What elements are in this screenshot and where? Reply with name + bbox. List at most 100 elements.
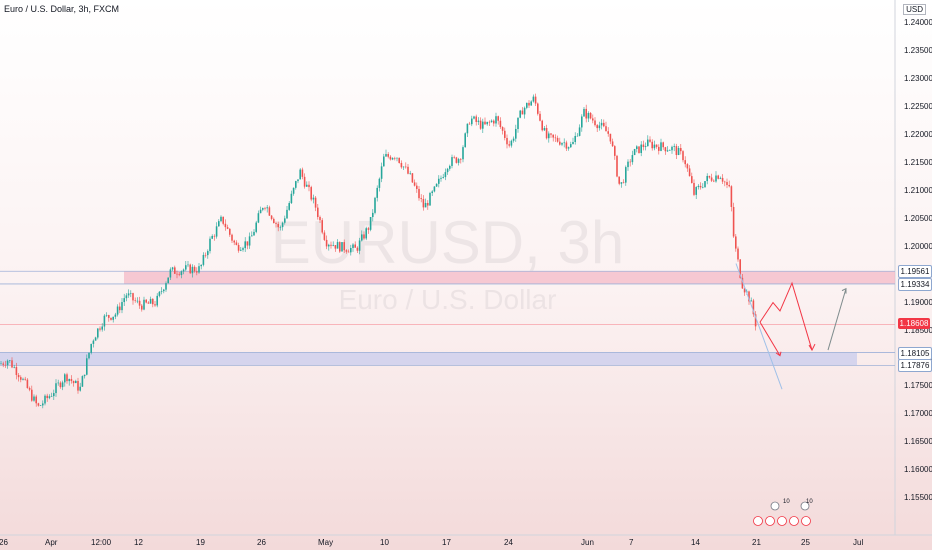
projection-path-gray: [827, 288, 847, 351]
candle-body: [537, 103, 539, 114]
candle-body: [378, 178, 381, 188]
candle-body: [354, 244, 356, 248]
candle-body: [479, 120, 482, 129]
candle-body: [422, 198, 425, 208]
candle-body: [145, 299, 147, 303]
candle-body: [141, 305, 143, 310]
candle-body: [471, 118, 473, 125]
candle-body: [130, 293, 132, 294]
candle-body: [724, 181, 726, 183]
candle-body: [486, 121, 488, 125]
candle-body: [270, 215, 273, 219]
candle-body: [312, 197, 315, 200]
candle-body: [321, 220, 323, 233]
candle-body: [499, 120, 502, 128]
candle-body: [88, 352, 90, 359]
candle-body: [490, 120, 493, 123]
candle-body: [50, 396, 53, 397]
candle-body: [633, 149, 636, 156]
candle-body: [407, 166, 409, 174]
candle-body: [713, 180, 715, 182]
candle-body: [460, 159, 462, 160]
price-axis-tick: 1.21000: [904, 185, 932, 195]
candle-body: [576, 135, 579, 137]
candle-body: [429, 193, 431, 206]
arrow-head-gray: [841, 287, 847, 294]
candle-body: [361, 234, 363, 241]
candle-body: [741, 277, 744, 289]
candle-body: [449, 165, 451, 169]
candle-body: [493, 120, 495, 124]
symbol-title[interactable]: Euro / U.S. Dollar, 3h, FXCM: [4, 4, 120, 14]
candle-body: [44, 395, 46, 404]
level-price-tag[interactable]: 1.17876: [898, 359, 932, 373]
price-axis-tick: 1.15500: [904, 493, 932, 503]
candle-body: [592, 118, 594, 121]
price-axis-tick: 1.23500: [904, 46, 932, 56]
candle-body: [501, 127, 504, 131]
candle-body: [191, 266, 194, 274]
candle-body: [391, 157, 394, 160]
candle-body: [433, 186, 436, 192]
candle-body: [116, 306, 119, 315]
candle-body: [552, 134, 554, 138]
candle-body: [631, 155, 634, 163]
current-price-tag[interactable]: 1.18608: [898, 318, 930, 330]
candle-body: [350, 247, 352, 253]
candle-body: [319, 217, 321, 221]
candle-body: [561, 143, 563, 145]
event-badge[interactable]: 10: [783, 499, 790, 505]
candle-body: [664, 147, 667, 152]
event-badge[interactable]: 10: [806, 499, 813, 505]
candle-body: [224, 223, 227, 228]
candle-body: [574, 136, 576, 142]
candle-body: [178, 274, 180, 276]
candle-body: [64, 374, 66, 383]
candle-body: [317, 207, 319, 218]
candle-body: [138, 300, 141, 306]
candle-body: [622, 182, 625, 183]
candle-body: [394, 157, 396, 159]
candle-body: [189, 264, 191, 274]
candle-body: [512, 138, 515, 141]
candle-body: [233, 240, 235, 243]
candle-body: [411, 173, 414, 183]
trendline: [735, 263, 783, 390]
candle-body: [251, 235, 253, 237]
candle-body: [642, 144, 645, 148]
candle-body: [176, 273, 178, 275]
candle-body: [108, 315, 110, 318]
candle-body: [149, 298, 152, 304]
candle-body: [686, 164, 689, 169]
candle-body: [376, 187, 378, 198]
candle-body: [101, 326, 103, 330]
candle-body: [46, 395, 48, 399]
candle-body: [743, 288, 746, 293]
arrow-head-red: [808, 343, 816, 352]
candle-body: [72, 381, 75, 384]
currency-badge[interactable]: USD: [903, 4, 926, 15]
level-price-tag[interactable]: 1.18105: [898, 346, 932, 360]
projection-path-red: [759, 281, 813, 351]
candle-body: [405, 166, 407, 168]
candle-body: [369, 217, 372, 230]
candle-body: [310, 187, 312, 200]
level-price-tag[interactable]: 1.19334: [898, 277, 932, 291]
level-price-tag[interactable]: 1.19561: [898, 265, 932, 279]
time-axis-label: 24: [504, 538, 513, 547]
candle-body: [570, 144, 572, 148]
candle-body: [332, 245, 334, 246]
candle-body: [585, 108, 587, 119]
candle-body: [605, 126, 607, 132]
candle-body: [462, 147, 464, 160]
event-icon: [770, 501, 780, 511]
candle-body: [0, 363, 2, 365]
candle-body: [704, 181, 706, 188]
candle-body: [508, 144, 510, 146]
candle-body: [614, 146, 616, 156]
time-axis-label: 21: [752, 538, 761, 547]
time-axis-label: 25: [801, 538, 810, 547]
candle-body: [658, 146, 660, 151]
